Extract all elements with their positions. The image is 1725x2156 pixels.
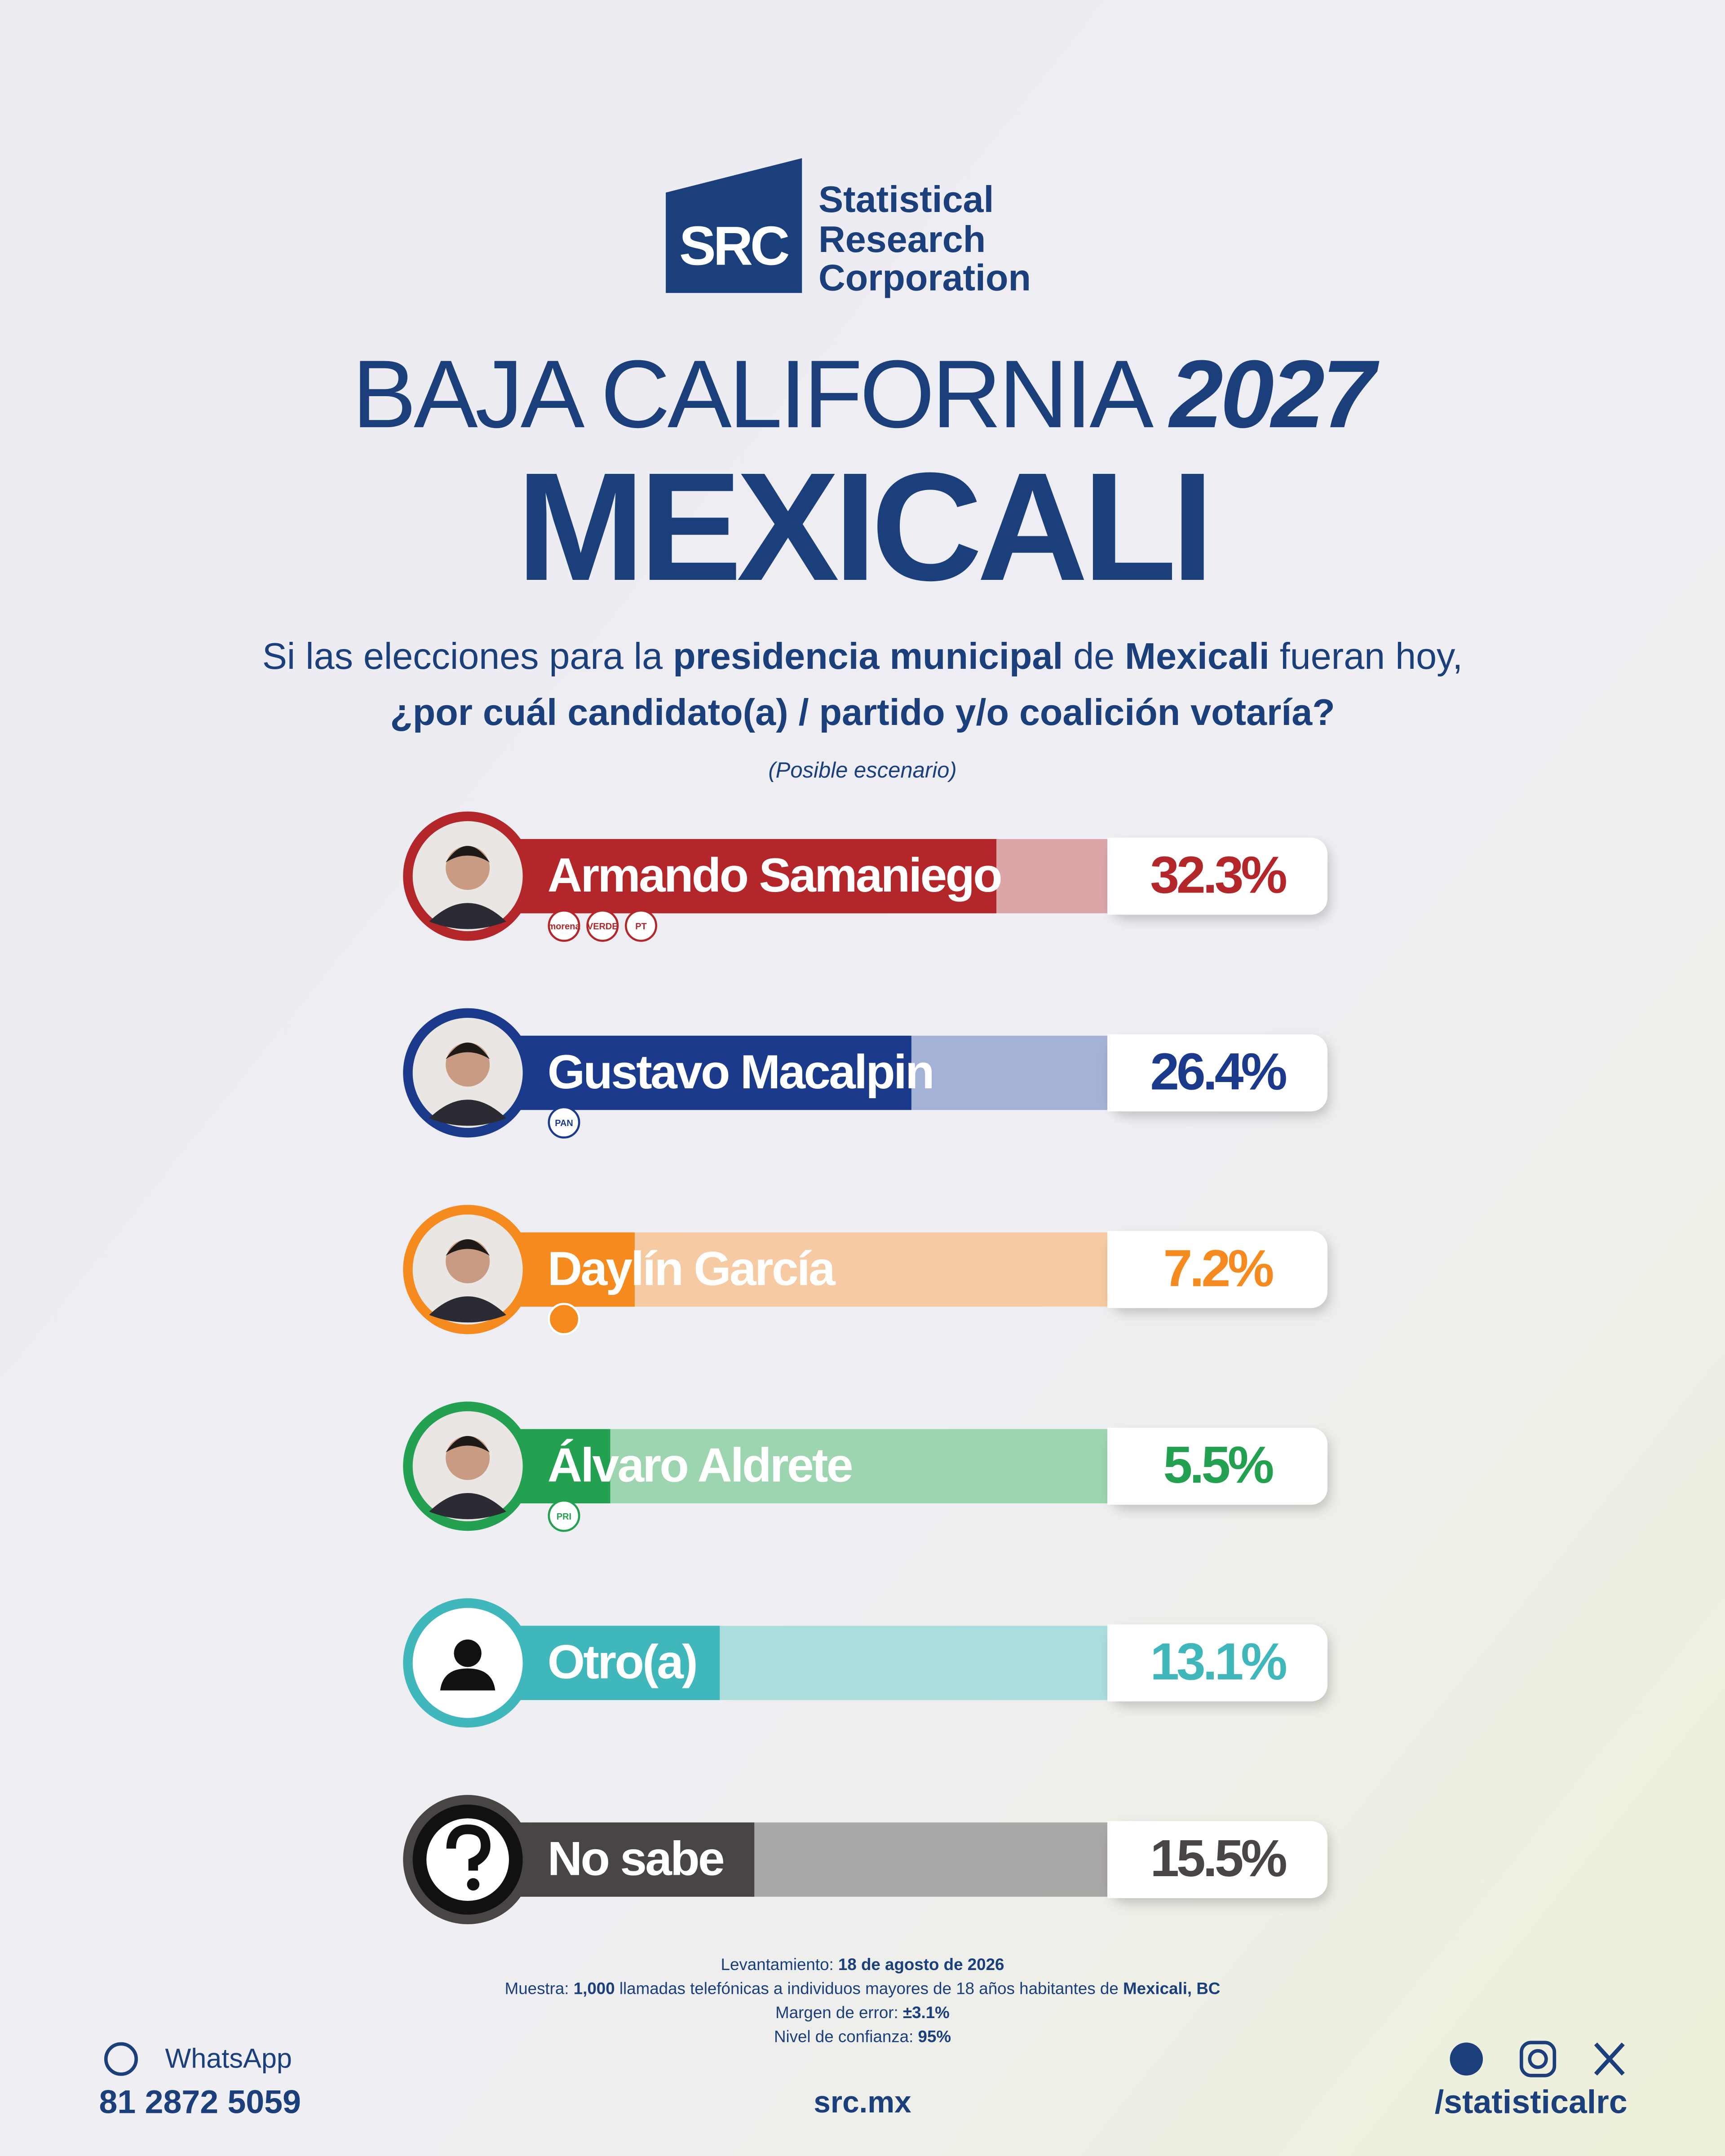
value-box-edge <box>1107 837 1135 915</box>
candidate-name: Armando Samaniego <box>548 848 1001 902</box>
method-part: Mexicali, BC <box>1123 1979 1220 1997</box>
avatar-hair <box>446 1436 490 1453</box>
value-label: 15.5% <box>1150 1829 1286 1887</box>
method-part: ±3.1% <box>903 2003 950 2022</box>
value-box <box>1107 1624 1328 1701</box>
value-label: 32.3% <box>1150 845 1286 904</box>
title-part: BAJA CALIFORNIA <box>352 340 1170 448</box>
value-box <box>1107 1231 1328 1308</box>
method-part: 1,000 <box>574 1979 615 1997</box>
avatar-hair <box>446 1239 490 1256</box>
title: BAJA CALIFORNIA 2027 <box>352 340 1380 448</box>
avatar-body <box>429 1296 506 1323</box>
note: (Posible escenario) <box>768 758 956 782</box>
question: ¿por cuál candidato(a) / partido y/o coa… <box>390 691 1335 733</box>
party-icon <box>548 1106 580 1139</box>
value-box <box>1107 837 1328 915</box>
candidate-name: Gustavo Macalpin <box>548 1045 933 1099</box>
question-part: Mexicali <box>1125 635 1269 677</box>
whatsapp-label: WhatsApp <box>165 2043 292 2073</box>
question-icon <box>446 1825 491 1871</box>
bars: 32.3% Armando Samaniego morena VERDE PT 26.4%… <box>403 811 1328 1925</box>
party-label: PAN <box>555 1118 573 1128</box>
value-box <box>1107 1427 1328 1505</box>
website: src.mx <box>814 2085 911 2119</box>
method-part: llamadas telefónicas a individuos mayore… <box>615 1979 1123 1997</box>
x-icon <box>1594 2042 1625 2076</box>
value-label: 5.5% <box>1163 1436 1273 1494</box>
party-icon <box>548 909 580 942</box>
value-label: 26.4% <box>1150 1042 1286 1100</box>
party-label: PRI <box>557 1512 571 1522</box>
avatar-body <box>429 1100 506 1126</box>
question-part: Si las elecciones para la <box>262 635 673 677</box>
candidate-name: Daylín García <box>548 1241 836 1295</box>
party-icon <box>625 909 657 942</box>
logo-mark <box>666 158 802 293</box>
facebook-icon <box>1450 2042 1483 2076</box>
value-label: 7.2% <box>1163 1239 1273 1297</box>
party-icon <box>586 909 619 942</box>
value-box-edge <box>1107 1821 1135 1898</box>
company-name: Statistical <box>818 178 994 220</box>
method-line: Margen de error: ±3.1% <box>775 2003 950 2022</box>
value-box-edge <box>1107 1624 1135 1701</box>
method-part: Margen de error: <box>775 2003 903 2022</box>
candidate-name: Otro(a) <box>548 1635 696 1689</box>
title-year: 2027 <box>1168 340 1380 448</box>
bar <box>531 839 997 914</box>
avatar-body <box>429 903 506 929</box>
method-line: Nivel de confianza: 95% <box>774 2027 951 2046</box>
value-box-edge <box>1107 1427 1135 1505</box>
value-box-edge <box>1107 1034 1135 1112</box>
phone: 81 2872 5059 <box>99 2083 301 2121</box>
method-part: Muestra: <box>505 1979 574 1997</box>
party-icon <box>548 1499 580 1532</box>
question: Si las elecciones para la presidencia mu… <box>262 635 1463 677</box>
value-box <box>1107 1821 1328 1898</box>
method-part: 18 de agosto de 2026 <box>838 1955 1004 1974</box>
instagram-icon <box>1519 2041 1557 2077</box>
question-icon <box>467 1878 480 1891</box>
whatsapp-icon <box>104 2042 138 2076</box>
methodology: Levantamiento: 18 de agosto de 2026 Muest… <box>505 1955 1221 2046</box>
method-part: Nivel de confianza: <box>774 2027 918 2046</box>
question-part: fueran hoy, <box>1269 635 1463 677</box>
avatar-hair <box>446 1043 490 1059</box>
avatar-hair <box>446 846 490 862</box>
social-handle: /statisticalrc <box>1435 2083 1628 2121</box>
person-icon <box>440 1668 495 1691</box>
value-label: 13.1% <box>1150 1632 1286 1691</box>
logo-text: SRC <box>679 215 789 277</box>
bar <box>531 1035 911 1110</box>
party-label: PT <box>635 922 646 932</box>
candidate-name: No sabe <box>548 1832 723 1886</box>
party-label: VERDE <box>587 922 618 932</box>
party-label: morena <box>548 922 581 932</box>
method-part: Levantamiento: <box>721 1955 838 1974</box>
bar <box>531 1626 720 1700</box>
question-part: de <box>1063 635 1125 677</box>
question-part: presidencia municipal <box>673 635 1063 677</box>
value-box <box>1107 1034 1328 1112</box>
company-name: Research <box>818 218 986 260</box>
value-box-edge <box>1107 1231 1135 1308</box>
person-icon <box>454 1639 482 1667</box>
method-line: Muestra: 1,000 llamadas telefónicas a in… <box>505 1979 1221 1997</box>
avatar-body <box>429 1493 506 1520</box>
bar <box>531 1232 635 1307</box>
subtitle: MEXICALI <box>517 441 1209 613</box>
candidate-name: Álvaro Aldrete <box>548 1438 852 1492</box>
company-name: Corporation <box>818 257 1031 299</box>
method-line: Levantamiento: 18 de agosto de 2026 <box>721 1955 1004 1974</box>
party-icon <box>548 1303 580 1335</box>
instagram-icon <box>1528 2049 1548 2069</box>
bar <box>531 1429 610 1503</box>
bar <box>531 1822 755 1897</box>
method-part: 95% <box>918 2027 951 2046</box>
